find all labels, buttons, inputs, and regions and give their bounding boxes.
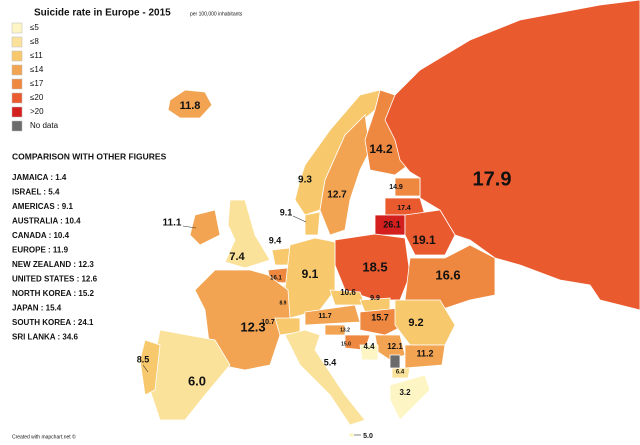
country xyxy=(194,269,291,371)
comparison-item: ISRAEL : 5.4 xyxy=(12,188,60,197)
leader-line xyxy=(292,215,307,223)
region-value: 14.2 xyxy=(369,142,393,156)
region-value: 12.7 xyxy=(327,190,347,201)
country xyxy=(384,0,640,311)
legend-label: >20 xyxy=(30,107,44,116)
legend-swatch xyxy=(11,22,23,34)
countries xyxy=(139,0,640,438)
legend-label: ≤17 xyxy=(30,79,44,88)
region-value: 3.2 xyxy=(399,388,411,397)
region-value: 17.4 xyxy=(397,205,411,212)
comparison-item: SRI LANKA : 34.6 xyxy=(12,333,78,342)
legend-label: ≤11 xyxy=(30,51,43,60)
comparison-item: NORTH KOREA : 15.2 xyxy=(12,289,94,298)
country xyxy=(271,247,291,266)
region-value: 16.6 xyxy=(435,267,460,282)
region-value: 11.7 xyxy=(318,313,331,320)
legend-swatch xyxy=(11,64,23,76)
comparison-item: JAMAICA : 1.4 xyxy=(12,173,67,182)
comparison-item: JAPAN : 15.4 xyxy=(12,304,62,313)
region-value: 16.1 xyxy=(270,276,282,282)
region-value: 6.0 xyxy=(188,373,206,388)
country xyxy=(394,177,421,197)
region-value: 5.4 xyxy=(324,357,337,367)
country xyxy=(359,344,379,361)
region-value: 10.7 xyxy=(261,319,275,326)
region-value: 12.1 xyxy=(387,342,403,351)
region-value: 15.7 xyxy=(371,312,389,322)
legend-swatch xyxy=(11,106,23,118)
legend-label: No data xyxy=(30,121,59,130)
country xyxy=(224,199,271,269)
comparison-item: AMERICAS : 9.1 xyxy=(12,202,73,211)
region-value: 11.2 xyxy=(416,348,433,358)
region-value: 17.9 xyxy=(473,168,512,190)
region-value: 9.2 xyxy=(408,317,423,329)
comparison-item: EUROPE : 11.9 xyxy=(12,246,69,255)
comparison-list: JAMAICA : 1.4 ISRAEL : 5.4 AMERICAS : 9.1 A… xyxy=(12,173,98,342)
region-value: 10.6 xyxy=(340,288,356,297)
region-value: 18.5 xyxy=(362,259,387,274)
region-value: 11.1 xyxy=(163,218,182,229)
country xyxy=(284,329,366,426)
labels: 11.8 9.3 12.7 14.2 17.9 14.9 17.4 26.1 19.1 18.5 1… xyxy=(137,100,512,440)
country xyxy=(404,344,446,369)
country xyxy=(167,89,213,119)
region-value: 14.9 xyxy=(389,184,403,191)
subtitle: per 100,000 inhabitants xyxy=(190,11,243,17)
country xyxy=(389,374,431,421)
leader-line xyxy=(182,225,197,229)
region-value: 15.0 xyxy=(341,341,351,347)
region-value: 8.5 xyxy=(137,354,150,364)
region-value: 9.1 xyxy=(280,207,293,217)
country xyxy=(391,367,411,379)
region-value: 9.9 xyxy=(370,295,380,302)
comparison-item: SOUTH KOREA : 24.1 xyxy=(12,318,94,327)
legend-swatch xyxy=(11,78,23,90)
comparison-item: NEW ZEALAND : 12.3 xyxy=(12,260,94,269)
region-value: 7.4 xyxy=(229,251,245,263)
legend-swatch xyxy=(11,92,23,104)
leader-line xyxy=(142,364,149,373)
legend-label: ≤14 xyxy=(30,65,44,74)
comparison-item: AUSTRALIA : 10.4 xyxy=(12,217,81,226)
region-value: 6.4 xyxy=(396,370,405,376)
region-value: 12.3 xyxy=(240,319,265,334)
legend: ≤5 ≤8 ≤11 ≤14 ≤17 ≤20 >20 No data xyxy=(11,22,59,132)
footer: Created with mapchart.net © xyxy=(12,433,76,440)
region-value: 11.8 xyxy=(180,100,201,112)
region-value: 8.9 xyxy=(280,300,287,306)
comparison-item: UNITED STATES : 12.6 xyxy=(12,275,98,284)
legend-label: ≤5 xyxy=(30,23,39,32)
legend-swatch xyxy=(11,50,23,62)
country xyxy=(304,211,321,236)
title: Suicide rate in Europe - 2015 xyxy=(34,8,171,19)
region-value: 13.2 xyxy=(340,327,350,333)
region-value: 9.1 xyxy=(302,267,319,281)
no-data-region xyxy=(389,354,401,369)
country xyxy=(348,432,355,438)
region-value: 19.1 xyxy=(412,233,436,247)
country xyxy=(189,209,221,246)
legend-swatch xyxy=(11,36,23,48)
region-value: 5.0 xyxy=(363,433,373,440)
region-value: 9.4 xyxy=(269,235,282,245)
country xyxy=(404,209,456,256)
legend-label: ≤20 xyxy=(30,93,44,102)
comparison-item: CANADA : 10.4 xyxy=(12,231,70,240)
region-value: 9.3 xyxy=(298,175,312,186)
region-value: 4.4 xyxy=(363,342,375,351)
country xyxy=(359,307,406,336)
legend-label: ≤8 xyxy=(30,37,39,46)
region-value: 26.1 xyxy=(383,219,401,229)
country xyxy=(139,339,161,396)
legend-swatch xyxy=(11,120,23,132)
comparison-title: COMPARISON WITH OTHER FIGURES xyxy=(12,151,167,161)
